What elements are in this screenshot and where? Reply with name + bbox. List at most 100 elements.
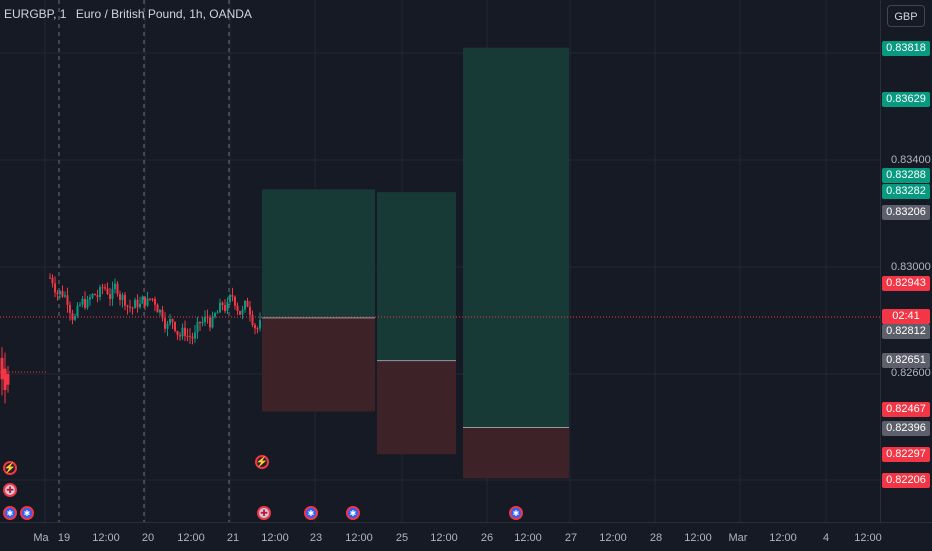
price-label: 0.82396 bbox=[882, 421, 930, 436]
candle-body bbox=[144, 296, 146, 306]
price-candles bbox=[0, 273, 261, 404]
candle-body bbox=[216, 312, 219, 314]
time-label: 27 bbox=[564, 532, 578, 544]
time-label: 28 bbox=[649, 532, 663, 544]
candle-body bbox=[121, 294, 124, 300]
candle-body bbox=[6, 374, 10, 385]
profit-zone[interactable] bbox=[262, 189, 375, 318]
uk-flag-icon[interactable]: ✚ bbox=[257, 506, 271, 520]
chart-area[interactable] bbox=[0, 0, 880, 522]
candle-body bbox=[116, 283, 119, 294]
time-label: 12:00 bbox=[261, 532, 289, 544]
profit-zone[interactable] bbox=[463, 47, 569, 428]
candle-body bbox=[66, 295, 69, 305]
candle-body bbox=[134, 299, 136, 309]
candle-body bbox=[226, 302, 229, 311]
candle-body bbox=[199, 321, 201, 324]
candle-body bbox=[239, 311, 241, 315]
candle-body bbox=[196, 321, 199, 333]
price-label: 0.83282 bbox=[882, 184, 930, 199]
time-label: 4 bbox=[822, 532, 830, 544]
eu-flag-icon[interactable]: ✱ bbox=[20, 506, 34, 520]
candle-body bbox=[124, 294, 126, 306]
time-label: 20 bbox=[141, 532, 155, 544]
loss-zone[interactable] bbox=[377, 360, 456, 455]
candle-body bbox=[256, 328, 259, 330]
time-label: 23 bbox=[309, 532, 323, 544]
candle-body bbox=[94, 294, 96, 296]
candle-body bbox=[219, 302, 221, 313]
candle-body bbox=[224, 305, 226, 311]
time-label: 12:00 bbox=[854, 532, 882, 544]
profit-zone[interactable] bbox=[377, 192, 456, 361]
symbol-label[interactable]: EURGBP, 1 bbox=[4, 7, 67, 21]
candle-body bbox=[234, 296, 236, 306]
price-label: 0.83818 bbox=[882, 41, 930, 56]
candle-body bbox=[159, 309, 161, 313]
price-label: 0.82206 bbox=[882, 473, 930, 488]
candle-body bbox=[154, 298, 156, 305]
time-label: Ma bbox=[33, 532, 49, 544]
lightning-icon[interactable]: ⚡ bbox=[255, 455, 269, 469]
symbol-description: Euro / British Pound, 1h, OANDA bbox=[75, 7, 252, 21]
candle-body bbox=[186, 335, 189, 337]
candle-body bbox=[246, 300, 249, 307]
position-tools[interactable] bbox=[262, 47, 569, 479]
lightning-icon[interactable]: ⚡ bbox=[3, 461, 17, 475]
candle-body bbox=[241, 309, 244, 315]
uk-flag-icon[interactable]: ✚ bbox=[3, 483, 17, 497]
candle-body bbox=[221, 302, 224, 306]
candle-body bbox=[139, 303, 141, 308]
candle-body bbox=[119, 293, 121, 300]
price-label: 0.82812 bbox=[882, 324, 930, 339]
price-label: 0.82943 bbox=[882, 276, 930, 291]
candle-body bbox=[111, 288, 114, 299]
candle-body bbox=[151, 298, 154, 300]
price-label: 0.83206 bbox=[882, 205, 930, 220]
candle-body bbox=[169, 318, 171, 324]
candle-body bbox=[0, 357, 4, 380]
candle-body bbox=[106, 288, 109, 295]
candle-body bbox=[3, 368, 7, 391]
chart-canvas[interactable] bbox=[0, 0, 880, 522]
time-label: 12:00 bbox=[514, 532, 542, 544]
candle-body bbox=[79, 304, 81, 306]
candle-body bbox=[89, 297, 91, 300]
candle-body bbox=[51, 277, 54, 284]
eu-flag-icon[interactable]: ✱ bbox=[3, 506, 17, 520]
chart-title[interactable]: EURGBP, 1 Euro / British Pound, 1h, OAND… bbox=[4, 7, 258, 21]
candle-body bbox=[126, 305, 129, 307]
candle-body bbox=[236, 305, 239, 312]
loss-zone[interactable] bbox=[262, 317, 375, 412]
eu-flag-icon[interactable]: ✱ bbox=[509, 506, 523, 520]
candle-body bbox=[76, 305, 79, 317]
candle-body bbox=[209, 317, 211, 328]
price-label: 0.83288 bbox=[882, 168, 930, 183]
session-separators bbox=[58, 0, 230, 522]
price-tick: 0.82600 bbox=[891, 367, 931, 379]
candle-body bbox=[104, 287, 106, 289]
price-label: 0.82297 bbox=[882, 447, 930, 462]
eu-flag-icon[interactable]: ✱ bbox=[304, 506, 318, 520]
candle-body bbox=[156, 304, 159, 313]
price-label: 0.82651 bbox=[882, 353, 930, 368]
time-label: 12:00 bbox=[92, 532, 120, 544]
price-label: 0.83629 bbox=[882, 92, 930, 107]
loss-zone[interactable] bbox=[463, 427, 569, 479]
candle-body bbox=[171, 318, 174, 322]
time-label: Mar bbox=[728, 532, 748, 544]
candle-body bbox=[64, 295, 66, 297]
eu-flag-icon[interactable]: ✱ bbox=[346, 506, 360, 520]
countdown-label: 02:41 bbox=[882, 309, 930, 324]
time-label: 12:00 bbox=[684, 532, 712, 544]
time-label: 25 bbox=[395, 532, 409, 544]
candle-body bbox=[109, 294, 111, 299]
time-axis[interactable] bbox=[0, 522, 932, 551]
candle-body bbox=[214, 313, 216, 317]
time-label: 19 bbox=[57, 532, 71, 544]
candle-body bbox=[249, 306, 251, 315]
currency-button[interactable]: GBP bbox=[887, 5, 925, 27]
candle-body bbox=[84, 298, 86, 308]
candle-body bbox=[96, 295, 99, 298]
candle-body bbox=[174, 321, 176, 331]
